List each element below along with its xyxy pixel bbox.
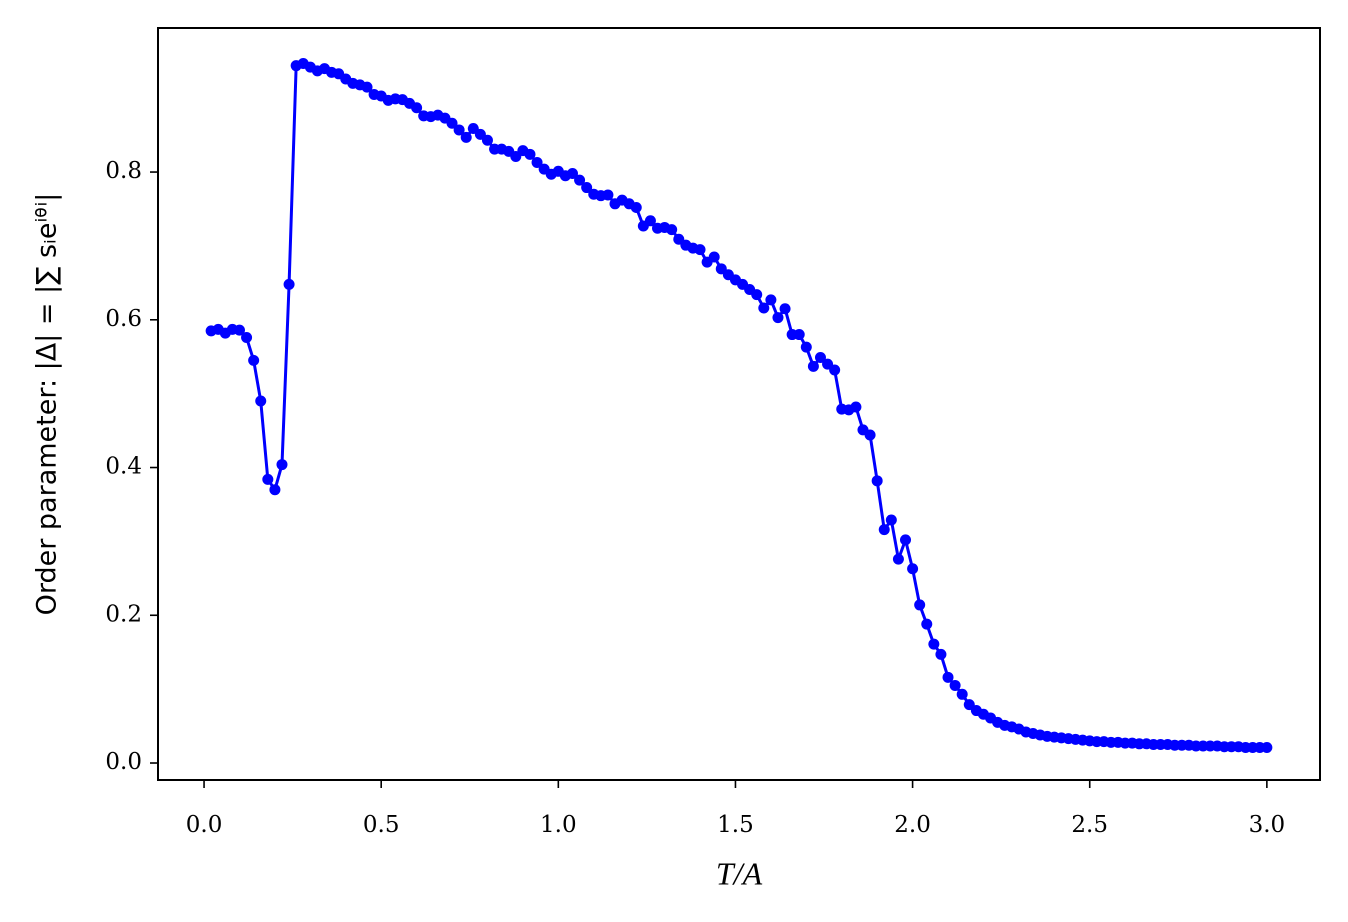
data-point <box>800 341 812 353</box>
data-point <box>566 168 578 180</box>
data-point <box>453 124 465 136</box>
data-point <box>481 134 493 146</box>
data-point <box>1261 741 1273 753</box>
data-point <box>900 534 912 546</box>
data-point <box>871 475 883 487</box>
y-tick-label: 0.0 <box>105 749 142 775</box>
data-point <box>269 484 281 496</box>
data-point <box>942 671 954 683</box>
data-point <box>907 563 919 575</box>
data-point <box>574 174 586 186</box>
data-point <box>878 524 890 536</box>
x-tick-label: 1.5 <box>717 812 754 838</box>
data-point <box>248 354 260 366</box>
data-point <box>630 202 642 214</box>
x-tick-label: 3.0 <box>1249 812 1286 838</box>
data-point <box>446 117 458 129</box>
x-tick-label: 2.5 <box>1071 812 1108 838</box>
data-point <box>531 156 543 168</box>
data-point <box>262 473 274 485</box>
data-point <box>758 302 770 314</box>
data-point <box>708 251 720 263</box>
y-axis-label: Order parameter: |Δ| = |∑ sᵢeⁱᶿⁱ| <box>32 193 63 616</box>
y-tick-label: 0.2 <box>105 601 142 627</box>
data-point <box>914 599 926 611</box>
data-point <box>602 189 614 201</box>
data-point <box>241 332 253 344</box>
data-point <box>694 244 706 256</box>
x-tick-label: 1.0 <box>540 812 577 838</box>
x-tick-label: 0.5 <box>363 812 400 838</box>
data-point <box>361 81 373 93</box>
data-point <box>233 324 245 336</box>
data-line <box>210 61 1267 749</box>
data-point <box>956 688 968 700</box>
y-tick-label: 0.4 <box>105 454 142 480</box>
data-point <box>864 429 876 441</box>
data-point <box>751 289 763 301</box>
data-point <box>765 294 777 306</box>
data-point <box>829 364 841 376</box>
data-point <box>935 648 947 660</box>
x-tick-label: 2.0 <box>894 812 931 838</box>
plot-frame <box>157 27 1321 781</box>
data-point <box>411 102 423 114</box>
data-point <box>949 679 961 691</box>
data-point <box>644 215 656 227</box>
data-point <box>666 224 678 236</box>
data-point <box>524 148 536 160</box>
y-tick-label: 0.6 <box>105 306 142 332</box>
y-tick-label: 0.8 <box>105 158 142 184</box>
data-point <box>807 360 819 372</box>
data-point <box>276 459 288 471</box>
x-tick-label: 0.0 <box>186 812 223 838</box>
data-point <box>793 329 805 341</box>
data-point <box>892 553 904 565</box>
data-point <box>283 278 295 290</box>
x-axis-label: T/A <box>716 855 763 891</box>
data-point <box>460 131 472 143</box>
data-point <box>255 395 267 407</box>
data-point <box>921 618 933 630</box>
data-point <box>779 303 791 315</box>
data-point <box>928 638 940 650</box>
data-point <box>814 351 826 363</box>
data-point <box>581 182 593 194</box>
data-point <box>885 514 897 526</box>
data-point <box>850 401 862 413</box>
data-point <box>772 312 784 324</box>
